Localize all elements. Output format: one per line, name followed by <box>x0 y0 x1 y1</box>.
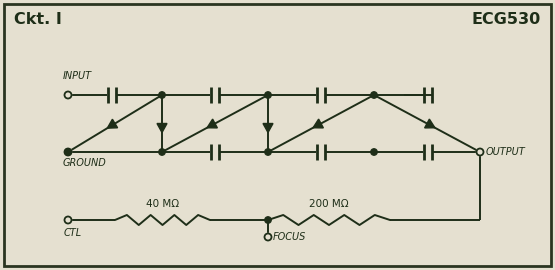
FancyBboxPatch shape <box>4 4 551 266</box>
Circle shape <box>159 149 165 155</box>
Circle shape <box>371 92 377 98</box>
Text: ECG530: ECG530 <box>472 12 541 27</box>
Circle shape <box>477 148 483 156</box>
Circle shape <box>265 217 271 223</box>
Circle shape <box>64 217 72 224</box>
Text: OUTPUT: OUTPUT <box>486 147 526 157</box>
Circle shape <box>64 92 72 99</box>
Polygon shape <box>313 119 324 128</box>
Circle shape <box>64 148 72 156</box>
Text: FOCUS: FOCUS <box>273 232 306 242</box>
Text: INPUT: INPUT <box>63 71 92 81</box>
Circle shape <box>265 92 271 98</box>
Polygon shape <box>107 119 118 128</box>
Text: 200 MΩ: 200 MΩ <box>309 199 349 209</box>
Circle shape <box>265 149 271 155</box>
Circle shape <box>65 149 71 155</box>
Circle shape <box>265 234 271 241</box>
Text: 40 MΩ: 40 MΩ <box>146 199 179 209</box>
Text: Ckt. I: Ckt. I <box>14 12 62 27</box>
Text: CTL: CTL <box>64 228 82 238</box>
Polygon shape <box>425 119 435 128</box>
Circle shape <box>159 92 165 98</box>
Polygon shape <box>263 123 273 133</box>
Polygon shape <box>157 123 167 133</box>
Polygon shape <box>207 119 218 128</box>
Text: GROUND: GROUND <box>63 158 107 168</box>
Circle shape <box>371 149 377 155</box>
